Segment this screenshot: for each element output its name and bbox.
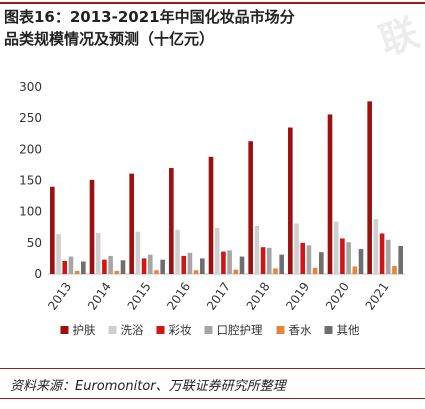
x-tick-label-2018: 2018	[244, 280, 273, 313]
y-tick-label-300: 300	[19, 80, 42, 94]
legend-label-其他: 其他	[337, 323, 360, 337]
bar-洗浴-2021	[373, 219, 379, 274]
bar-其他-2015	[160, 259, 165, 274]
bar-护肤-2014	[89, 179, 95, 274]
bar-其他-2016	[200, 258, 205, 274]
bar-其他-2014	[120, 260, 126, 274]
bar-香水-2014	[114, 270, 120, 274]
bar-护肤-2013	[50, 186, 55, 274]
y-tick-label-50: 50	[27, 236, 42, 250]
bar-护肤-2016	[169, 168, 174, 274]
bar-护肤-2018	[248, 141, 253, 274]
legend-label-彩妆: 彩妆	[169, 323, 192, 337]
bar-彩妆-2018	[260, 247, 266, 274]
bar-香水-2021	[392, 265, 397, 274]
bar-洗浴-2015	[135, 231, 141, 274]
y-tick-label-0: 0	[34, 267, 42, 281]
x-tick-label-2020: 2020	[323, 280, 352, 313]
source-top-rule	[0, 368, 425, 369]
x-tick-label-2013: 2013	[45, 280, 74, 313]
bar-洗浴-2020	[333, 221, 339, 274]
y-tick-label-150: 150	[19, 174, 42, 188]
bar-洗浴-2014	[95, 232, 101, 274]
bar-其他-2013	[81, 261, 86, 274]
x-tick-label-2015: 2015	[125, 280, 154, 313]
bar-彩妆-2019	[300, 242, 306, 274]
bar-口腔护理-2016	[187, 252, 193, 274]
source-bottom-rule	[0, 398, 425, 399]
bar-香水-2013	[74, 270, 80, 274]
bar-彩妆-2015	[141, 258, 147, 274]
bar-口腔护理-2020	[346, 242, 351, 274]
bar-其他-2021	[398, 245, 403, 274]
y-tick-label-250: 250	[19, 111, 42, 125]
bar-香水-2019	[312, 267, 318, 274]
legend-swatch-彩妆	[156, 326, 165, 334]
legend-label-香水: 香水	[289, 323, 312, 337]
bar-彩妆-2021	[379, 233, 385, 274]
bar-口腔护理-2013	[68, 256, 74, 274]
bar-口腔护理-2018	[266, 247, 272, 274]
y-tick-label-200: 200	[19, 142, 42, 156]
bar-口腔护理-2019	[306, 245, 312, 274]
bar-洗浴-2018	[254, 226, 260, 274]
bar-彩妆-2013	[62, 260, 68, 274]
bar-口腔护理-2014	[108, 255, 113, 274]
bar-其他-2018	[279, 254, 284, 274]
bar-护肤-2019	[288, 127, 293, 275]
bar-洗浴-2019	[294, 223, 299, 274]
legend-swatch-口腔护理	[204, 326, 213, 334]
bar-彩妆-2017	[221, 251, 226, 274]
legend-label-洗浴: 洗浴	[121, 323, 144, 337]
bar-其他-2017	[239, 256, 245, 274]
bar-洗浴-2016	[175, 229, 180, 274]
bar-护肤-2021	[367, 101, 372, 274]
x-tick-label-2016: 2016	[164, 280, 193, 313]
bar-彩妆-2016	[181, 255, 187, 274]
bar-香水-2015	[154, 270, 159, 274]
bar-护肤-2020	[327, 114, 333, 275]
legend-swatch-其他	[324, 326, 333, 334]
legend-label-护肤: 护肤	[73, 323, 96, 337]
x-tick-label-2019: 2019	[283, 280, 312, 313]
x-tick-label-2017: 2017	[204, 280, 233, 313]
page-title: 图表16：2013-2021年中国化妆品市场分品类规模情况及预测（十亿元）	[4, 8, 295, 48]
bar-彩妆-2014	[102, 259, 107, 274]
bar-其他-2020	[358, 249, 364, 274]
x-tick-label-2021: 2021	[363, 280, 392, 313]
bar-护肤-2015	[129, 173, 134, 274]
legend-swatch-护肤	[60, 326, 69, 334]
source-note: 资料来源：Euromonitor、万联证券研究所整理	[10, 379, 286, 394]
bar-香水-2018	[273, 268, 278, 274]
x-tick-label-2014: 2014	[85, 280, 114, 313]
bar-彩妆-2020	[340, 238, 345, 274]
bar-香水-2020	[352, 266, 358, 274]
legend-swatch-洗浴	[108, 326, 117, 334]
bar-口腔护理-2015	[147, 254, 153, 274]
bar-洗浴-2017	[214, 227, 220, 274]
y-tick-label-100: 100	[19, 205, 42, 219]
legend-label-口腔护理: 口腔护理	[217, 323, 263, 337]
bar-香水-2017	[233, 269, 239, 274]
bar-口腔护理-2021	[385, 239, 391, 274]
title-top-rule	[0, 2, 425, 4]
bar-护肤-2017	[208, 156, 214, 274]
bar-洗浴-2013	[56, 234, 61, 274]
legend-swatch-香水	[276, 326, 285, 334]
bar-口腔护理-2017	[227, 250, 232, 274]
bar-chart: 0 50 100 150 200 250 300 2013 2014 2015 2016 2017 20…	[19, 80, 405, 337]
bar-香水-2016	[193, 270, 199, 274]
bar-其他-2019	[319, 252, 324, 274]
